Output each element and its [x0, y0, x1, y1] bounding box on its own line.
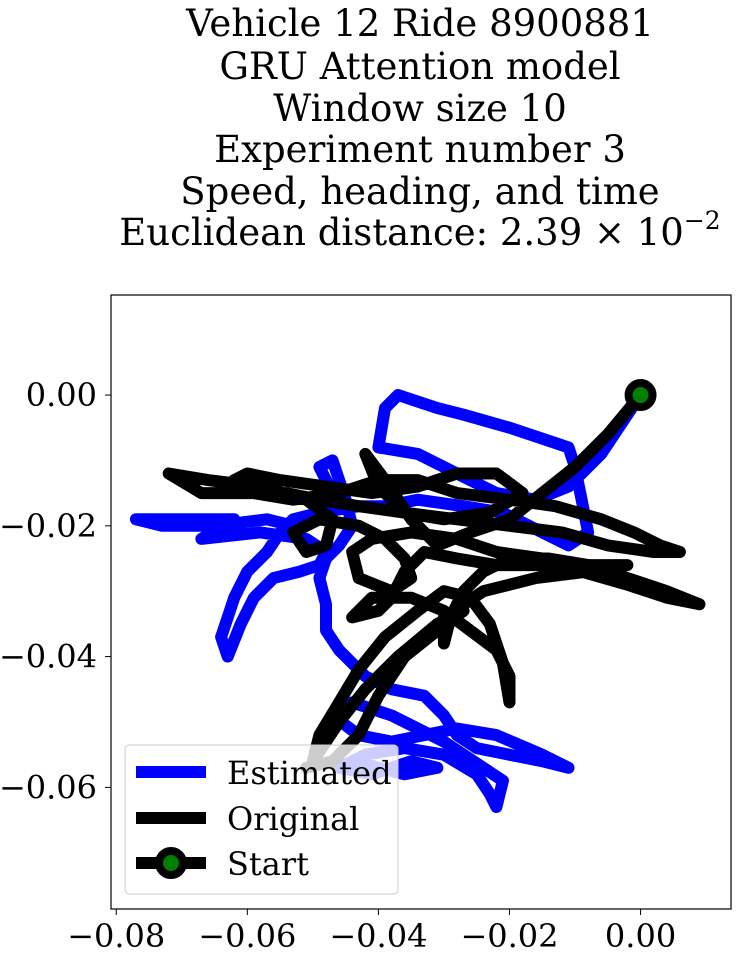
legend-estimated-label: Estimated	[227, 754, 392, 792]
chart-title: Vehicle 12 Ride 8900881 GRU Attention mo…	[119, 2, 720, 254]
x-axis: −0.08 −0.06 −0.04 −0.02 0.00	[67, 909, 676, 955]
start-marker	[624, 379, 657, 412]
y-tick-label: 0.00	[26, 376, 97, 414]
y-tick-label: −0.02	[0, 507, 97, 545]
y-tick-label: −0.04	[0, 638, 97, 676]
x-tick-label: 0.00	[605, 917, 676, 955]
legend-start-label: Start	[227, 845, 309, 883]
legend-original-label: Original	[227, 800, 359, 838]
title-line-2: GRU Attention model	[219, 45, 620, 88]
title-line-4: Experiment number 3	[214, 128, 626, 171]
series-layer	[129, 379, 706, 813]
title-line-3: Window size 10	[273, 87, 567, 130]
series-line-estimated	[129, 389, 647, 813]
title-line-distance: Euclidean distance: 2.39 × 10−2	[119, 206, 720, 254]
x-tick-label: −0.08	[67, 917, 165, 955]
x-tick-label: −0.06	[198, 917, 296, 955]
legend-start-marker	[155, 847, 187, 879]
title-distance-exponent: −2	[684, 206, 721, 235]
y-tick-label: −0.06	[0, 768, 97, 806]
title-distance-value: Euclidean distance: 2.39 × 10	[119, 211, 684, 254]
x-tick-label: −0.02	[460, 917, 558, 955]
title-line-1: Vehicle 12 Ride 8900881	[185, 2, 654, 45]
x-tick-label: −0.04	[329, 917, 427, 955]
series-line-original	[162, 389, 706, 774]
title-line-5: Speed, heading, and time	[180, 170, 659, 213]
legend-box	[124, 744, 399, 895]
y-axis: 0.00 −0.02 −0.04 −0.06	[0, 376, 111, 806]
legend: Estimated Original Start	[124, 744, 399, 895]
